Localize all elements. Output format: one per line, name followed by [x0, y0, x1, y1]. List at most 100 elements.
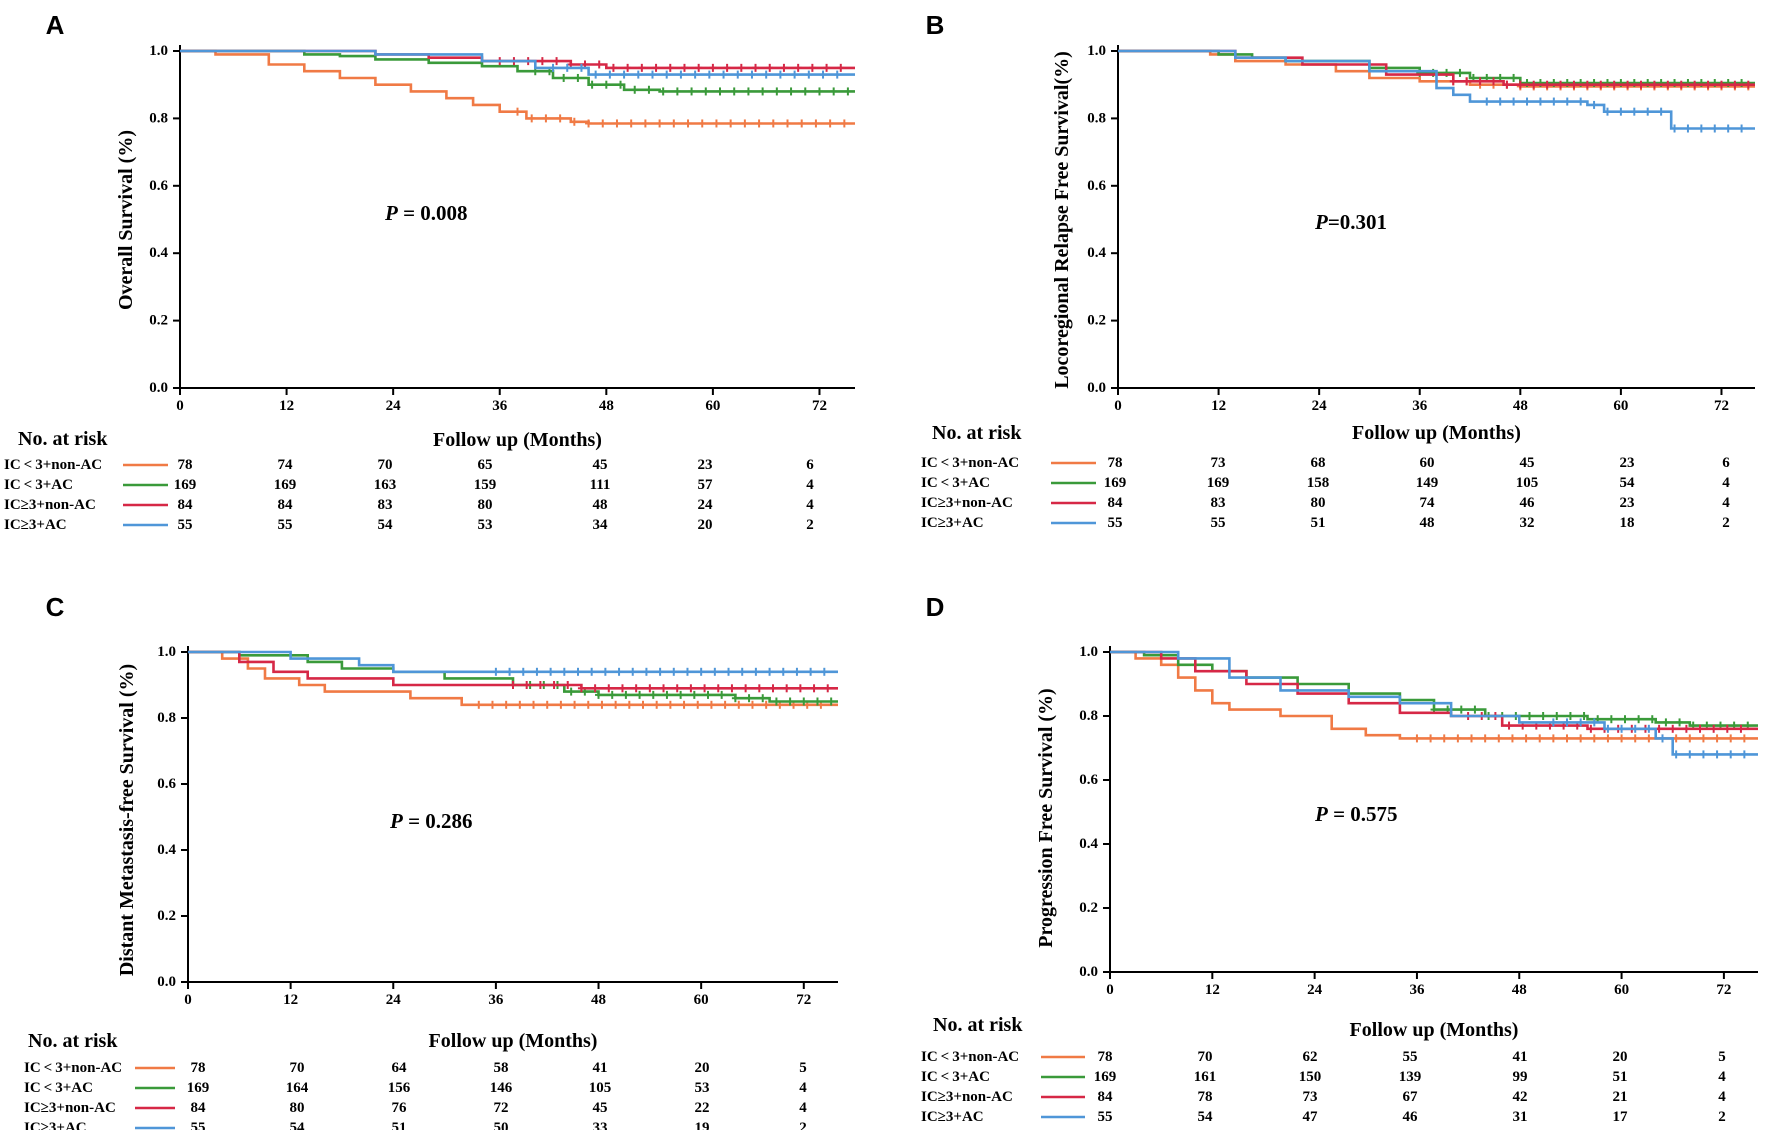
risk-count: 169: [1207, 475, 1230, 491]
y-tick-label: 1.0: [1079, 644, 1098, 660]
risk-count: 6: [806, 457, 814, 473]
risk-row-label: IC < 3+non-AC: [921, 455, 1019, 471]
p-value-annotation: P=0.301: [1314, 210, 1387, 234]
x-tick-label: 12: [283, 992, 298, 1008]
y-tick-label: 0.4: [1079, 836, 1098, 852]
risk-count: 47: [1303, 1109, 1319, 1125]
y-tick-label: 0.8: [149, 110, 168, 126]
risk-count: 169: [174, 477, 197, 493]
risk-count: 32: [1520, 515, 1535, 531]
risk-count: 51: [1613, 1069, 1628, 1085]
risk-count: 70: [378, 457, 393, 473]
risk-count: 169: [187, 1080, 210, 1096]
risk-count: 55: [178, 517, 193, 533]
risk-count: 80: [290, 1100, 305, 1116]
risk-count: 163: [374, 477, 397, 493]
risk-table-title: No. at risk: [932, 422, 1022, 444]
risk-count: 4: [806, 477, 814, 493]
risk-count: 21: [1613, 1089, 1628, 1105]
x-tick-label: 72: [1716, 982, 1731, 998]
risk-count: 78: [1098, 1049, 1113, 1065]
risk-count: 20: [695, 1060, 710, 1076]
risk-count: 53: [695, 1080, 710, 1096]
y-tick-label: 0.2: [1079, 900, 1098, 916]
km-curve-series-2: [1110, 650, 1758, 727]
risk-count: 78: [1108, 455, 1123, 471]
risk-count: 2: [1718, 1109, 1726, 1125]
risk-count: 139: [1399, 1069, 1422, 1085]
risk-count: 60: [1420, 455, 1435, 471]
x-tick-label: 48: [599, 398, 614, 414]
risk-table: No. at risk IC < 3+non-AC 78 73 68 60 45 23 6 IC …: [921, 422, 1730, 531]
risk-count: 46: [1520, 495, 1536, 511]
risk-count: 50: [494, 1120, 509, 1130]
risk-row-label: IC≥3+AC: [24, 1120, 87, 1130]
panel-b: B0.00.20.40.60.81.00 12 24 36 48 60 72Locoregi…: [921, 10, 1755, 531]
risk-count: 64: [392, 1060, 408, 1076]
risk-count: 83: [1211, 495, 1226, 511]
risk-count: 55: [1403, 1049, 1418, 1065]
risk-count: 57: [698, 477, 714, 493]
x-axis-title: Follow up (Months): [1350, 1019, 1519, 1041]
risk-row-label: IC≥3+AC: [921, 515, 984, 531]
y-tick-label: 0.8: [157, 710, 176, 726]
x-tick-label: 60: [694, 992, 709, 1008]
risk-count: 55: [1108, 515, 1123, 531]
y-tick-label: 0.4: [157, 842, 176, 858]
risk-count: 55: [1211, 515, 1226, 531]
x-tick-label: 36: [1412, 398, 1428, 414]
risk-count: 78: [178, 457, 193, 473]
panel-d: D0.00.20.40.60.81.00 12 24 36 48 60 72Progress…: [921, 592, 1758, 1125]
risk-row-label: IC < 3+non-AC: [24, 1060, 122, 1076]
p-value-annotation: P = 0.008: [384, 201, 468, 225]
km-curve-series-4: [1110, 650, 1758, 756]
x-tick-label: 48: [1512, 982, 1527, 998]
y-tick-label: 0.8: [1087, 110, 1106, 126]
risk-count: 31: [1513, 1109, 1528, 1125]
risk-count: 48: [593, 497, 608, 513]
p-value-annotation: P = 0.286: [389, 809, 473, 833]
x-tick-label: 0: [1106, 982, 1114, 998]
risk-count: 42: [1513, 1089, 1528, 1105]
km-curve-series-2: [180, 49, 855, 93]
risk-count: 83: [378, 497, 393, 513]
x-axis-title: Follow up (Months): [433, 429, 602, 451]
y-tick-label: 0.0: [1087, 380, 1106, 396]
risk-count: 62: [1303, 1049, 1318, 1065]
risk-table: No. at risk IC < 3+non-AC 78 70 64 58 41 20 5 IC …: [24, 1030, 807, 1130]
y-tick-label: 0.4: [149, 245, 168, 261]
risk-row-label: IC≥3+non-AC: [24, 1100, 116, 1116]
risk-count: 45: [593, 457, 608, 473]
km-curve-series-1: [188, 650, 838, 707]
km-curve-series-4: [1118, 49, 1755, 130]
risk-count: 70: [290, 1060, 305, 1076]
x-tick-label: 72: [812, 398, 827, 414]
p-value-annotation: P = 0.575: [1314, 802, 1398, 826]
risk-row-label: IC≥3+non-AC: [4, 497, 96, 513]
risk-count: 78: [1198, 1089, 1213, 1105]
y-axis-title: Progression Free Survival (%): [1035, 688, 1057, 947]
panel-label: B: [926, 10, 945, 40]
risk-count: 99: [1513, 1069, 1528, 1085]
risk-count: 54: [1620, 475, 1636, 491]
risk-count: 19: [695, 1120, 710, 1130]
risk-count: 164: [286, 1080, 309, 1096]
risk-count: 68: [1311, 455, 1326, 471]
risk-count: 169: [274, 477, 297, 493]
risk-row-label: IC < 3+AC: [4, 477, 73, 493]
risk-count: 4: [1722, 475, 1730, 491]
risk-count: 18: [1620, 515, 1635, 531]
x-tick-label: 36: [492, 398, 508, 414]
risk-count: 23: [1620, 495, 1635, 511]
y-tick-label: 1.0: [157, 644, 176, 660]
risk-count: 51: [392, 1120, 407, 1130]
y-tick-label: 0.6: [157, 776, 176, 792]
risk-table: No. at risk IC < 3+non-AC 78 70 62 55 41 20 5 IC …: [921, 1014, 1726, 1125]
risk-count: 4: [1718, 1069, 1726, 1085]
km-curve-series-4: [188, 650, 838, 674]
x-axis-title: Follow up (Months): [1352, 422, 1521, 444]
x-tick-label: 36: [488, 992, 504, 1008]
risk-count: 4: [799, 1100, 807, 1116]
risk-count: 105: [589, 1080, 612, 1096]
risk-table: No. at risk IC < 3+non-AC 78 74 70 65 45 23 6 IC …: [4, 428, 814, 533]
